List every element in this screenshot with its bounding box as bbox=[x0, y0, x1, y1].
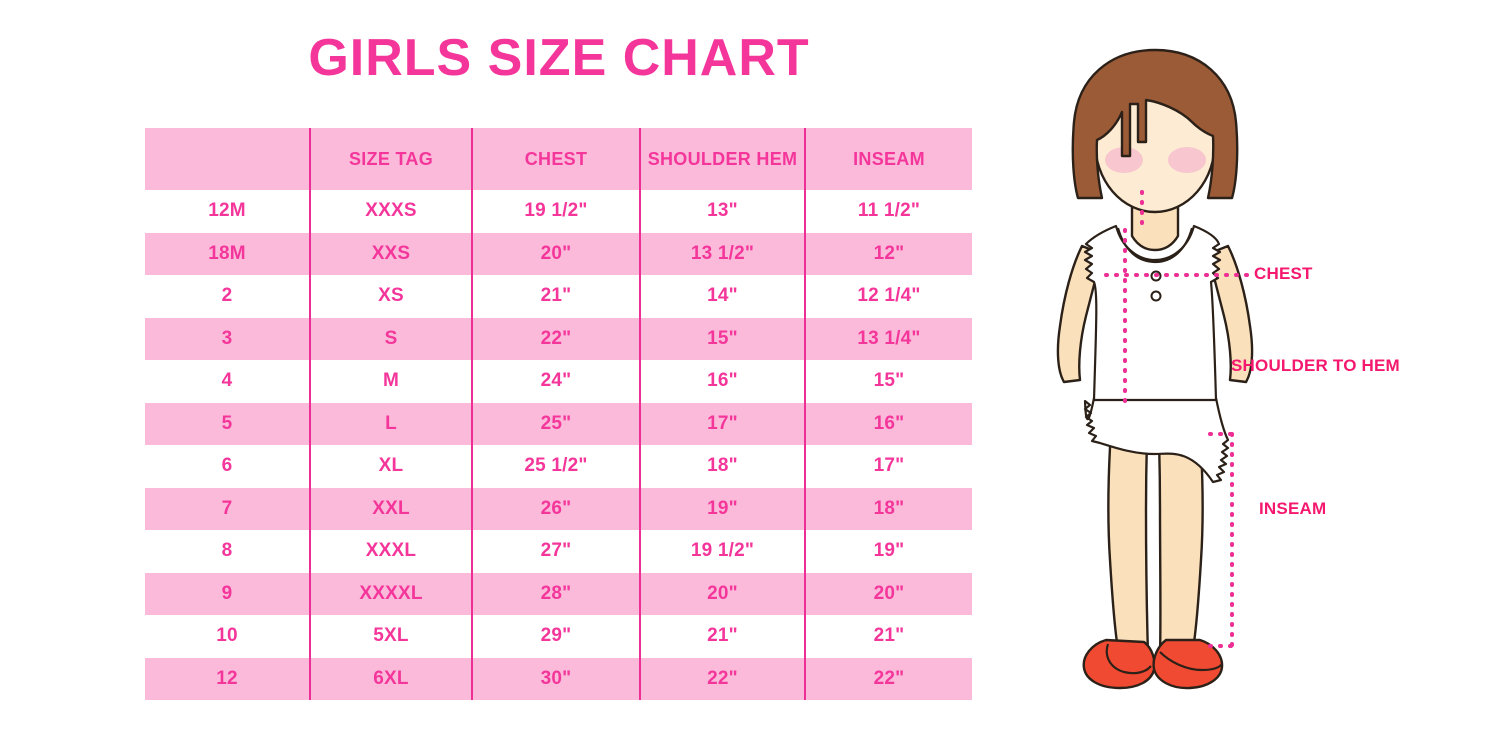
arm-right-shape bbox=[1206, 244, 1254, 384]
cell-chest: 25 1/2" bbox=[471, 445, 640, 488]
cell-inseam: 22" bbox=[804, 657, 972, 700]
cell-shoulder-hem: 13" bbox=[639, 190, 805, 233]
cell-inseam: 21" bbox=[804, 615, 972, 658]
cell-size: 4 bbox=[221, 370, 233, 392]
cell-size-tag: XXXS bbox=[309, 190, 472, 233]
cheek-left bbox=[1105, 147, 1143, 173]
cell-shoulder-hem: 22" bbox=[639, 657, 805, 700]
table-header-row: SIZE TAG CHEST SHOULDER HEM INSEAM bbox=[145, 128, 972, 190]
column-header-size-tag: SIZE TAG bbox=[309, 128, 472, 190]
cell-size: 12M bbox=[208, 200, 246, 222]
callout-label-inseam: INSEAM bbox=[1259, 499, 1327, 518]
cell-chest: 29" bbox=[471, 615, 640, 658]
cell-size: 7 bbox=[221, 497, 233, 519]
cell-shoulder-hem: 19 1/2" bbox=[639, 530, 805, 573]
cell-size-tag: XXXXL bbox=[309, 572, 472, 615]
button-lower-icon bbox=[1150, 290, 1162, 302]
size-chart-table: SIZE TAG CHEST SHOULDER HEM INSEAM 12M XX… bbox=[145, 128, 972, 700]
cell-size-tag: XXXL bbox=[309, 530, 472, 573]
shoe-left bbox=[1082, 638, 1156, 690]
table-row: 9 XXXXL 28" 20" 20" bbox=[145, 572, 972, 615]
cell-size: 18M bbox=[208, 242, 246, 264]
cell-inseam: 20" bbox=[804, 572, 972, 615]
table-row: 12 6XL 30" 22" 22" bbox=[145, 657, 972, 700]
cell-size-tag: L bbox=[309, 402, 472, 445]
cell-inseam: 12" bbox=[804, 232, 972, 275]
cell-size-tag: XXL bbox=[309, 487, 472, 530]
cell-size: 5 bbox=[221, 412, 233, 434]
cell-chest: 19 1/2" bbox=[471, 190, 640, 233]
table-row: 6 XL 25 1/2" 18" 17" bbox=[145, 445, 972, 488]
cell-size-tag: M bbox=[309, 360, 472, 403]
neckline bbox=[1116, 227, 1194, 264]
cell-inseam: 11 1/2" bbox=[804, 190, 972, 233]
table-row: 12M XXXS 19 1/2" 13" 11 1/2" bbox=[145, 190, 972, 233]
cell-size: 8 bbox=[221, 540, 233, 562]
table-row: 18M XXS 20" 13 1/2" 12" bbox=[145, 232, 972, 275]
table-row: 7 XXL 26" 19" 18" bbox=[145, 487, 972, 530]
callout-label-shoulder-to-hem: SHOULDER TO HEM bbox=[1231, 356, 1400, 375]
cell-chest: 24" bbox=[471, 360, 640, 403]
cell-chest: 28" bbox=[471, 572, 640, 615]
cell-shoulder-hem: 18" bbox=[639, 445, 805, 488]
cell-inseam: 16" bbox=[804, 402, 972, 445]
table-row: 8 XXXL 27" 19 1/2" 19" bbox=[145, 530, 972, 573]
cell-size-tag: XS bbox=[309, 275, 472, 318]
cell-inseam: 17" bbox=[804, 445, 972, 488]
cell-chest: 20" bbox=[471, 232, 640, 275]
cell-size: 12 bbox=[216, 667, 238, 689]
cell-size-tag: S bbox=[309, 317, 472, 360]
hair-shape bbox=[1071, 48, 1239, 200]
column-header-inseam: INSEAM bbox=[804, 128, 972, 190]
cell-chest: 27" bbox=[471, 530, 640, 573]
girl-figure-illustration bbox=[1056, 48, 1254, 690]
top-shape bbox=[1083, 224, 1222, 402]
cell-chest: 22" bbox=[471, 317, 640, 360]
cell-chest: 21" bbox=[471, 275, 640, 318]
table-row: 2 XS 21" 14" 12 1/4" bbox=[145, 275, 972, 318]
cell-shoulder-hem: 19" bbox=[639, 487, 805, 530]
cell-size: 3 bbox=[221, 327, 233, 349]
cell-size: 6 bbox=[221, 455, 233, 477]
cell-inseam: 15" bbox=[804, 360, 972, 403]
table-row: 4 M 24" 16" 15" bbox=[145, 360, 972, 403]
cell-shoulder-hem: 21" bbox=[639, 615, 805, 658]
cheek-right bbox=[1168, 147, 1206, 173]
skirt-shape bbox=[1083, 396, 1230, 484]
table-row: 3 S 22" 15" 13 1/4" bbox=[145, 317, 972, 360]
column-header-shoulder-hem: SHOULDER HEM bbox=[639, 128, 805, 190]
cell-shoulder-hem: 13 1/2" bbox=[639, 232, 805, 275]
column-header-chest: CHEST bbox=[471, 128, 640, 190]
cell-size: 9 bbox=[221, 582, 233, 604]
shoe-right bbox=[1152, 638, 1224, 690]
cell-chest: 26" bbox=[471, 487, 640, 530]
cell-chest: 30" bbox=[471, 657, 640, 700]
cell-shoulder-hem: 15" bbox=[639, 317, 805, 360]
cell-shoulder-hem: 20" bbox=[639, 572, 805, 615]
cell-shoulder-hem: 16" bbox=[639, 360, 805, 403]
cell-inseam: 12 1/4" bbox=[804, 275, 972, 318]
cell-size: 2 bbox=[221, 285, 233, 307]
column-header-size bbox=[145, 128, 310, 190]
callout-label-chest: CHEST bbox=[1254, 264, 1313, 283]
cell-shoulder-hem: 14" bbox=[639, 275, 805, 318]
cell-size: 10 bbox=[216, 625, 238, 647]
table-row: 5 L 25" 17" 16" bbox=[145, 402, 972, 445]
cell-size-tag: 6XL bbox=[309, 657, 472, 700]
cell-inseam: 18" bbox=[804, 487, 972, 530]
cell-chest: 25" bbox=[471, 402, 640, 445]
cell-shoulder-hem: 17" bbox=[639, 402, 805, 445]
cell-size-tag: 5XL bbox=[309, 615, 472, 658]
table-row: 10 5XL 29" 21" 21" bbox=[145, 615, 972, 658]
cell-inseam: 19" bbox=[804, 530, 972, 573]
cell-inseam: 13 1/4" bbox=[804, 317, 972, 360]
cell-size-tag: XXS bbox=[309, 232, 472, 275]
cell-size-tag: XL bbox=[309, 445, 472, 488]
page-title: GIRLS SIZE CHART bbox=[308, 29, 810, 87]
